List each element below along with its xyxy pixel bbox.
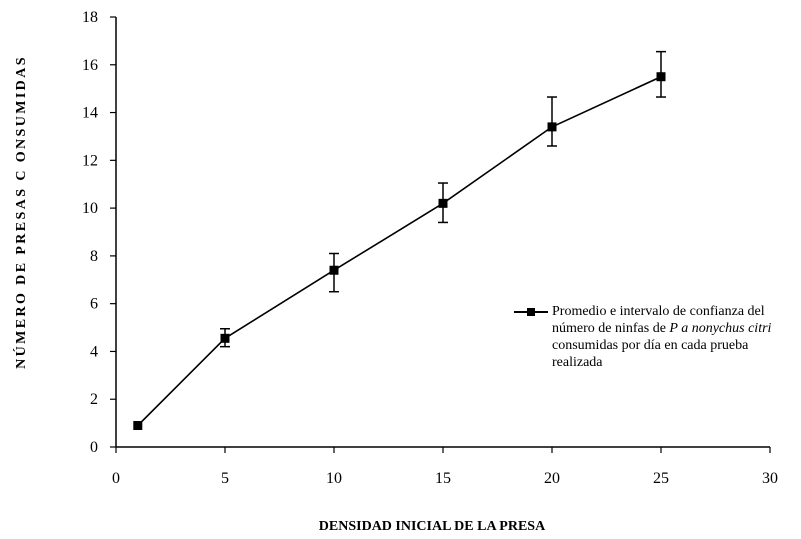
data-point-marker bbox=[547, 122, 557, 132]
tick-labels: 0 2 4 6 8 10 12 14 16 18 0 5 10 15 20 25 30 bbox=[82, 9, 778, 487]
y-tick-label: 18 bbox=[82, 9, 98, 26]
y-tick-label: 8 bbox=[90, 248, 98, 265]
axes bbox=[110, 16, 771, 453]
x-tick-label: 5 bbox=[221, 470, 229, 487]
legend-marker bbox=[514, 308, 548, 316]
x-tick-label: 25 bbox=[653, 470, 669, 487]
x-axis-title: DENSIDAD INICIAL DE LA PRESA bbox=[319, 519, 546, 534]
data-point-marker bbox=[329, 265, 339, 275]
data-point-marker bbox=[438, 198, 448, 208]
x-tick-label: 20 bbox=[544, 470, 560, 487]
y-axis-title: NÚMERO DE PRESAS C ONSUMIDAS bbox=[12, 55, 29, 369]
error-bar bbox=[547, 96, 557, 147]
legend-text-part2: consumidas por día en cada prueba realiz… bbox=[552, 338, 749, 370]
y-tick-label: 16 bbox=[82, 57, 98, 74]
y-tick-label: 12 bbox=[82, 152, 98, 169]
legend-text-part1: Promedio e intervalo de confianza del nú… bbox=[552, 304, 765, 336]
y-tick-label: 0 bbox=[90, 439, 98, 456]
data-point-marker bbox=[133, 421, 143, 430]
x-tick-label: 10 bbox=[326, 470, 342, 487]
x-tick-label: 30 bbox=[762, 470, 778, 487]
y-tick-label: 2 bbox=[90, 391, 98, 408]
legend: Promedio e intervalo de confianza del nú… bbox=[514, 303, 801, 371]
series-line bbox=[137, 75, 662, 427]
x-tick-label: 15 bbox=[435, 470, 451, 487]
y-tick-label: 14 bbox=[82, 105, 98, 122]
y-tick-label: 4 bbox=[90, 343, 98, 360]
plot-area bbox=[133, 50, 666, 430]
legend-text: Promedio e intervalo de confianza del nú… bbox=[552, 303, 801, 371]
y-tick-label: 6 bbox=[90, 296, 98, 313]
legend-species: P a nonychus citri bbox=[669, 321, 772, 336]
data-point-marker bbox=[220, 333, 230, 343]
data-point-marker bbox=[656, 72, 666, 82]
y-tick-label: 10 bbox=[82, 200, 98, 217]
x-tick-label: 0 bbox=[112, 470, 120, 487]
